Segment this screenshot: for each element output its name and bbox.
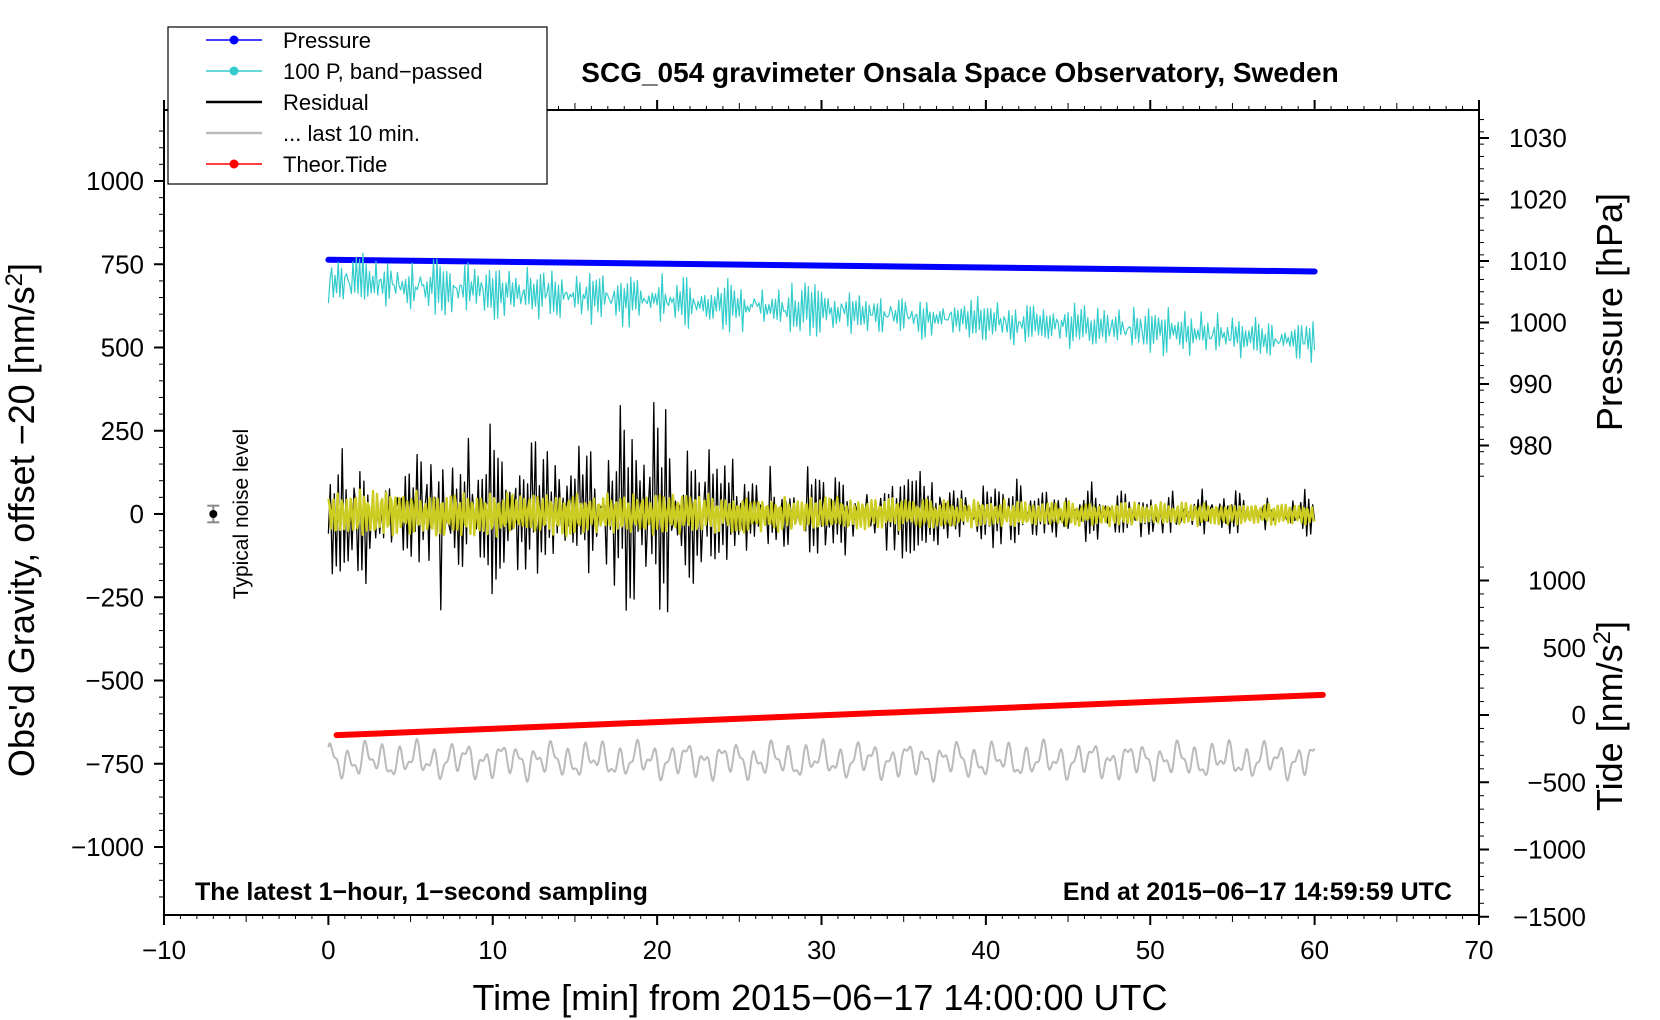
annotation-bottom-right: End at 2015−06−17 14:59:59 UTC	[1063, 878, 1452, 906]
legend-box	[167, 26, 548, 185]
y-tick-label: −500	[85, 666, 144, 696]
y-tick-label: 500	[101, 333, 144, 363]
y-tick-label: 250	[101, 416, 144, 446]
legend-label: 100 P, band−passed	[283, 59, 483, 84]
y-axis-title-sup: 2	[1, 273, 28, 286]
x-tick-label: 60	[1300, 935, 1329, 965]
x-tick-label: 0	[321, 935, 335, 965]
legend-swatch-marker	[229, 35, 239, 45]
series-5-line	[333, 691, 1326, 739]
ticks-layer: −10 0 10 20 30 40 50 60 7010007505002500−250−500…	[71, 100, 1586, 965]
legend-item: ... last 10 min.	[206, 121, 420, 146]
legend-swatch-marker	[229, 66, 239, 76]
x-tick-label: −10	[142, 935, 186, 965]
y-axis-title-close: ]	[1, 263, 42, 273]
series-layer	[325, 252, 1326, 783]
noise-level-point	[209, 510, 218, 518]
x-tick-label: 70	[1465, 935, 1494, 965]
legend-item: Pressure	[206, 28, 371, 53]
x-tick-label: 10	[478, 935, 507, 965]
tide-axis-title-text: Tide [nm/s	[1589, 644, 1630, 811]
x-tick-label: 20	[643, 935, 672, 965]
legend-item: Residual	[206, 90, 369, 115]
tide-tick-label: −500	[1527, 767, 1586, 797]
pressure-tick-label: 990	[1509, 369, 1552, 399]
legend-label: Pressure	[283, 28, 371, 53]
x-tick-label: 30	[807, 935, 836, 965]
series-1-line	[327, 252, 1316, 364]
y-tick-label: 750	[101, 249, 144, 279]
pressure-tick-label: 1000	[1509, 308, 1567, 338]
legend-label: Residual	[283, 90, 369, 115]
y-tick-label: 0	[130, 499, 144, 529]
tide-tick-label: 1000	[1528, 566, 1586, 596]
chart-title: SCG_054 gravimeter Onsala Space Observat…	[581, 57, 1338, 88]
tide-tick-label: −1500	[1513, 902, 1586, 932]
y-tick-label: 1000	[86, 166, 144, 196]
annotation-bottom-left: The latest 1−hour, 1−second sampling	[195, 878, 648, 906]
legend-item: 100 P, band−passed	[206, 59, 483, 84]
legend-swatch-marker	[229, 159, 239, 169]
tide-axis-title-sup: 2	[1589, 631, 1616, 644]
tide-axis-title: Tide [nm/s2]	[1589, 621, 1630, 811]
pressure-tick-label: 1020	[1509, 185, 1567, 215]
noise-level-marker	[207, 504, 220, 524]
legend-items: Pressure 100 P, band−passed Residual ... la…	[206, 28, 483, 177]
pressure-tick-label: 1030	[1509, 123, 1567, 153]
tide-tick-label: 0	[1572, 700, 1586, 730]
series-3-line	[327, 488, 1316, 538]
tide-tick-label: 500	[1543, 633, 1586, 663]
y-tick-label: −1000	[71, 832, 144, 862]
legend-label: ... last 10 min.	[283, 121, 420, 146]
pressure-tick-label: 980	[1509, 431, 1552, 461]
legend-item: Theor.Tide	[206, 152, 387, 177]
legend: Pressure 100 P, band−passed Residual ... la…	[167, 26, 548, 185]
pressure-axis-title: Pressure [hPa]	[1589, 193, 1630, 431]
y-axis-title-text: Obs'd Gravity, offset −20 [nm/s	[1, 286, 42, 777]
y-axis-title: Obs'd Gravity, offset −20 [nm/s2]	[1, 263, 42, 777]
legend-label: Theor.Tide	[283, 152, 387, 177]
x-tick-label: 40	[971, 935, 1000, 965]
series-0-line	[325, 256, 1318, 275]
tide-tick-label: −1000	[1513, 835, 1586, 865]
y-tick-label: −250	[85, 582, 144, 612]
noise-level-label: Typical noise level	[230, 429, 253, 599]
y-tick-label: −750	[85, 749, 144, 779]
tide-axis-title-close: ]	[1589, 621, 1630, 631]
x-tick-label: 50	[1136, 935, 1165, 965]
x-axis-title: Time [min] from 2015−06−17 14:00:00 UTC	[472, 977, 1167, 1018]
pressure-tick-label: 1010	[1509, 246, 1567, 276]
series-4-line	[327, 738, 1316, 783]
